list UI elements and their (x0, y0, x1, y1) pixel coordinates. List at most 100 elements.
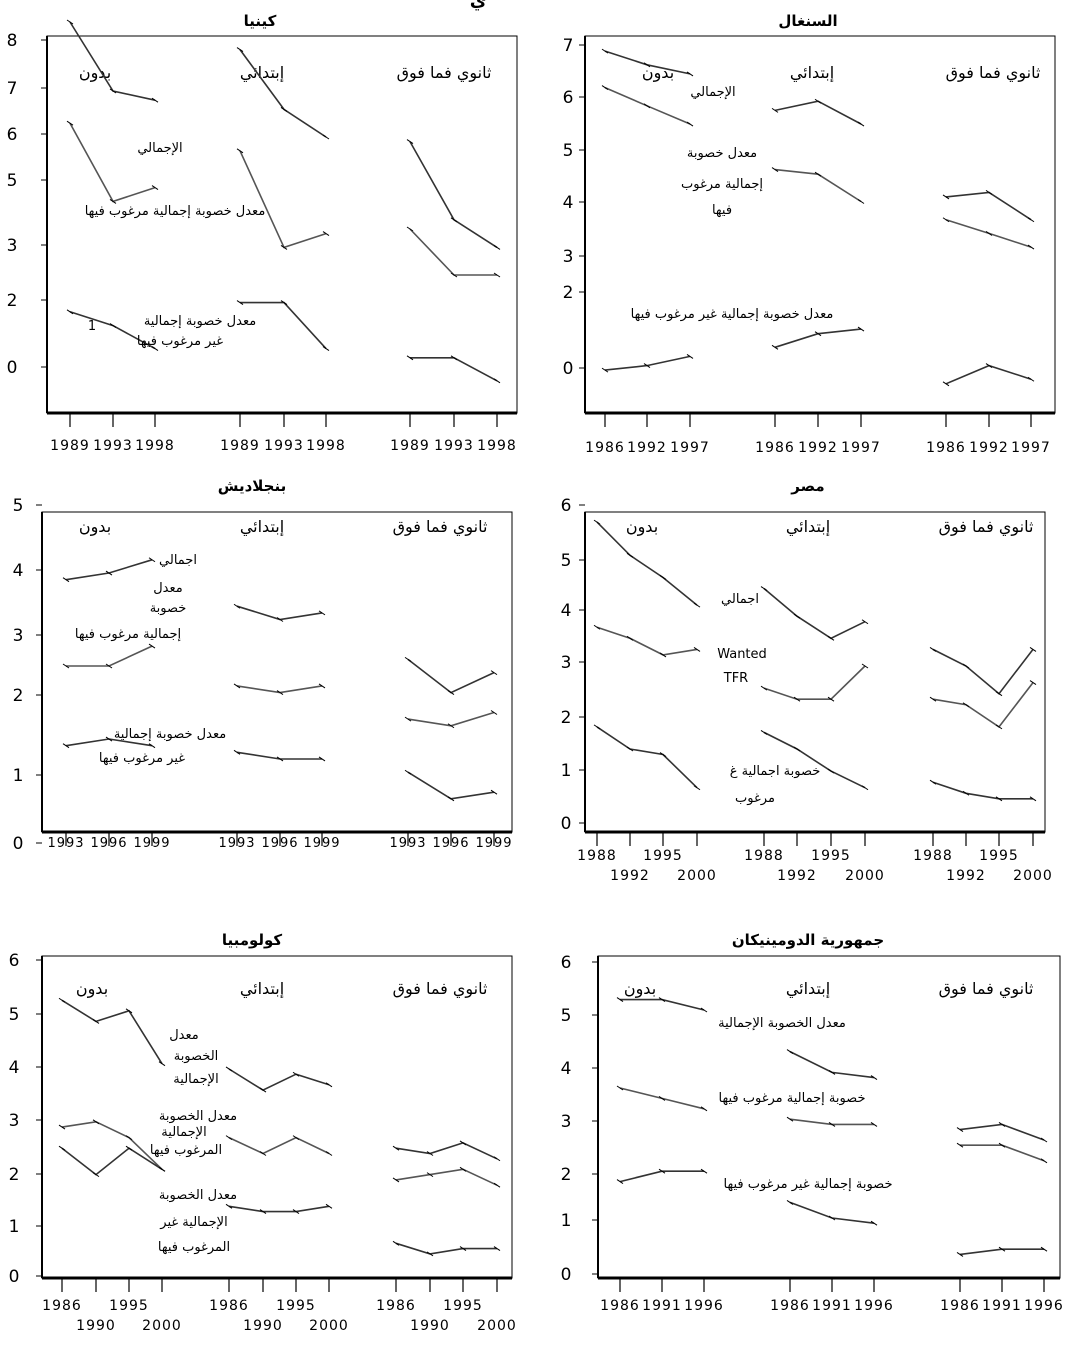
series-point-3 (406, 355, 414, 361)
x-tick-label: 1986 (376, 1298, 416, 1314)
series-annotation: فيها (712, 203, 732, 218)
series-point-1 (66, 19, 74, 25)
series-point-2 (493, 272, 501, 278)
series-line-1 (409, 141, 498, 249)
series-annotation: معدل خصوبة إجمالية (114, 727, 226, 742)
series-annotation: اجمالي (159, 553, 197, 568)
y-tick-label: 2 (561, 1165, 572, 1185)
series-point-1 (1029, 646, 1037, 652)
series-point-2 (693, 646, 701, 652)
series-point-2 (786, 1116, 794, 1122)
x-tick-label: 2000 (845, 868, 885, 884)
series-line-3 (61, 1147, 163, 1176)
series-line-3 (395, 1242, 497, 1255)
x-tick-label: 1995 (811, 848, 851, 864)
series-point-1 (92, 1018, 100, 1024)
x-tick-label: 1988 (913, 848, 953, 864)
series-point-1 (693, 602, 701, 608)
y-tick-label: 5 (7, 171, 18, 191)
series-point-2 (659, 652, 667, 658)
x-tick-label: 2000 (142, 1318, 182, 1334)
series-point-2 (857, 199, 865, 204)
series-line-1 (228, 1068, 330, 1092)
series-point-2 (601, 85, 609, 90)
series-point-3 (929, 779, 937, 785)
x-tick-label: 1993 (264, 438, 304, 454)
plot-frame (41, 955, 513, 1279)
series-point-1 (490, 670, 498, 676)
series-line-2 (61, 1120, 163, 1170)
series-point-1 (259, 1087, 267, 1093)
series-line-2 (596, 626, 698, 656)
series-point-2 (225, 1135, 233, 1141)
series-point-1 (392, 1145, 400, 1151)
series-line-3 (407, 771, 495, 800)
x-tick-label: 2000 (1013, 868, 1053, 884)
series-point-1 (125, 1008, 133, 1014)
series-annotation: الإجمالية (161, 1125, 206, 1140)
x-tick-label: 1992 (627, 440, 667, 456)
series-point-3 (392, 1240, 400, 1246)
chart-title: كينيا (244, 12, 277, 30)
group-label: ثانوي فما فوق (397, 63, 492, 83)
series-point-2 (151, 185, 159, 191)
series-point-2 (814, 171, 822, 177)
series-point-1 (493, 1156, 501, 1162)
series-annotation: 1 (88, 319, 96, 334)
chart-title: السنغال (778, 12, 837, 30)
plot-frame (584, 35, 1056, 414)
x-tick-label: 1999 (303, 836, 340, 851)
series-point-2 (392, 1177, 400, 1183)
series-point-2 (700, 1106, 708, 1112)
series-point-1 (225, 1066, 233, 1072)
y-tick-label: 7 (7, 79, 18, 99)
y-tick-label: 5 (13, 496, 24, 516)
series-point-3 (857, 326, 865, 332)
series-point-2 (66, 120, 74, 126)
series-line-3 (596, 726, 698, 789)
series-point-3 (225, 1203, 233, 1209)
series-point-2 (942, 217, 950, 223)
series-point-1 (626, 552, 634, 558)
series-point-1 (658, 997, 666, 1003)
series-line-2 (228, 1136, 330, 1155)
x-tick-label: 1993 (93, 438, 133, 454)
x-tick-label: 1986 (42, 1298, 82, 1314)
x-tick-label: 1992 (610, 868, 650, 884)
x-tick-label: 1996 (854, 1298, 894, 1314)
x-tick-label: 2000 (677, 868, 717, 884)
series-annotation: معدل خصوبة إجمالية غير مرغوب فيها (631, 307, 834, 322)
series-point-3 (280, 300, 288, 306)
series-line-1 (763, 587, 866, 640)
series-point-2 (870, 1121, 878, 1127)
series-point-3 (325, 1203, 333, 1209)
series-point-3 (700, 1168, 708, 1174)
series-point-3 (259, 1209, 267, 1215)
y-tick-label: 5 (561, 1006, 572, 1026)
series-point-2 (686, 121, 694, 127)
y-tick-label: 4 (13, 561, 24, 581)
chart-title: جمهورية الدومينيكان (732, 931, 884, 949)
series-point-3 (233, 749, 241, 755)
series-annotation: الخصوبة (174, 1049, 219, 1064)
x-tick-label: 1991 (812, 1298, 852, 1314)
series-line-3 (619, 1170, 704, 1183)
x-tick-label: 1991 (982, 1298, 1022, 1314)
y-tick-label: 8 (7, 31, 18, 51)
series-point-1 (325, 1082, 333, 1088)
series-point-2 (292, 1135, 300, 1141)
series-point-3 (1040, 1246, 1048, 1252)
series-point-1 (426, 1151, 434, 1156)
y-tick-label: 2 (563, 283, 574, 303)
y-tick-label: 1 (9, 1217, 20, 1237)
series-point-3 (125, 1145, 133, 1151)
series-point-2 (760, 685, 768, 691)
series-point-1 (233, 603, 241, 609)
series-point-2 (406, 226, 414, 232)
series-annotation: غير مرغوب فيها (99, 751, 185, 766)
chart-panel-4: مصر 6 5 4 3 2 1 0 بدون 1988 1992 1995 2000 إبتدائي 198… (561, 477, 1053, 884)
plot-frame (597, 955, 1061, 1279)
x-tick-label: 1986 (926, 440, 966, 456)
series-point-2 (148, 643, 156, 649)
